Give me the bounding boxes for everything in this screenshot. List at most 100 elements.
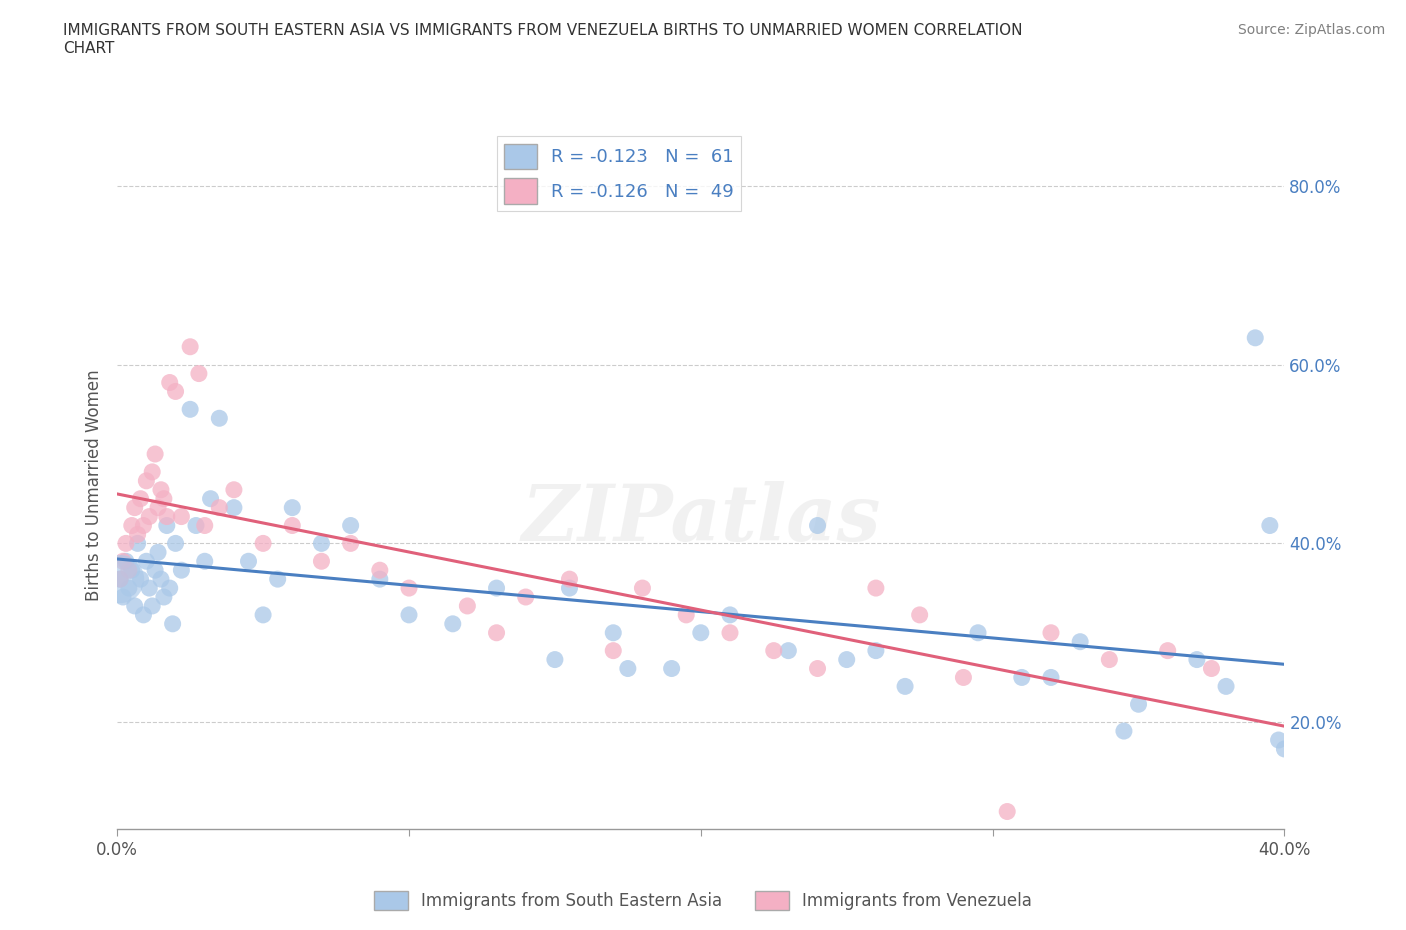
Point — [1201, 661, 1223, 676]
Point — [894, 679, 917, 694]
Point — [485, 625, 508, 640]
Point — [339, 518, 361, 533]
Point — [602, 644, 624, 658]
Point — [179, 339, 201, 354]
Point — [132, 607, 155, 622]
Point — [170, 563, 193, 578]
Point — [141, 464, 163, 479]
Y-axis label: Births to Unmarried Women: Births to Unmarried Women — [86, 369, 103, 601]
Point — [252, 536, 274, 551]
Point — [865, 644, 887, 658]
Point — [143, 563, 166, 578]
Point — [118, 563, 141, 578]
Point — [184, 518, 207, 533]
Point — [129, 491, 152, 506]
Point — [112, 590, 135, 604]
Point — [165, 536, 187, 551]
Point — [108, 572, 131, 587]
Point — [108, 572, 131, 587]
Point — [112, 554, 135, 569]
Point — [194, 518, 217, 533]
Point — [200, 491, 222, 506]
Point — [118, 580, 141, 595]
Text: ZIPatlas: ZIPatlas — [522, 482, 880, 558]
Point — [170, 509, 193, 524]
Point — [865, 580, 887, 595]
Point — [339, 536, 361, 551]
Point — [143, 446, 166, 461]
Point — [159, 580, 181, 595]
Point — [108, 572, 131, 587]
Point — [121, 563, 143, 578]
Point — [138, 509, 160, 524]
Point — [544, 652, 567, 667]
Point — [129, 572, 152, 587]
Point — [135, 554, 157, 569]
Point — [124, 599, 146, 614]
Point — [718, 607, 741, 622]
Point — [1258, 518, 1281, 533]
Point — [1274, 741, 1296, 756]
Point — [617, 661, 640, 676]
Text: Source: ZipAtlas.com: Source: ZipAtlas.com — [1237, 23, 1385, 37]
Point — [127, 536, 149, 551]
Point — [1039, 670, 1062, 684]
Point — [806, 661, 828, 676]
Point — [1157, 644, 1180, 658]
Point — [1069, 634, 1091, 649]
Point — [631, 580, 654, 595]
Point — [194, 554, 217, 569]
Point — [127, 527, 149, 542]
Legend: R = -0.123   N =  61, R = -0.126   N =  49: R = -0.123 N = 61, R = -0.126 N = 49 — [498, 137, 741, 211]
Point — [149, 483, 172, 498]
Point — [135, 473, 157, 488]
Text: IMMIGRANTS FROM SOUTH EASTERN ASIA VS IMMIGRANTS FROM VENEZUELA BIRTHS TO UNMARR: IMMIGRANTS FROM SOUTH EASTERN ASIA VS IM… — [63, 23, 1022, 56]
Point — [238, 554, 260, 569]
Point — [149, 572, 172, 587]
Point — [515, 590, 537, 604]
Point — [602, 625, 624, 640]
Point — [222, 500, 245, 515]
Point — [398, 607, 420, 622]
Point — [187, 366, 209, 381]
Point — [156, 518, 179, 533]
Point — [162, 617, 184, 631]
Legend: Immigrants from South Eastern Asia, Immigrants from Venezuela: Immigrants from South Eastern Asia, Immi… — [367, 884, 1039, 917]
Point — [281, 518, 304, 533]
Point — [806, 518, 828, 533]
Point — [835, 652, 858, 667]
Point — [124, 500, 146, 515]
Point — [1011, 670, 1033, 684]
Point — [689, 625, 711, 640]
Point — [115, 554, 138, 569]
Point — [456, 599, 478, 614]
Point — [441, 617, 464, 631]
Point — [311, 536, 333, 551]
Point — [908, 607, 931, 622]
Point — [1128, 697, 1150, 711]
Point — [165, 384, 187, 399]
Point — [952, 670, 974, 684]
Point — [368, 572, 391, 587]
Point — [675, 607, 697, 622]
Point — [153, 590, 176, 604]
Point — [208, 500, 231, 515]
Point — [146, 545, 169, 560]
Point — [558, 572, 581, 587]
Point — [995, 804, 1018, 819]
Point — [252, 607, 274, 622]
Point — [138, 580, 160, 595]
Point — [1267, 733, 1289, 748]
Point — [1215, 679, 1237, 694]
Point — [1185, 652, 1208, 667]
Point — [778, 644, 800, 658]
Point — [661, 661, 683, 676]
Point — [718, 625, 741, 640]
Point — [558, 580, 581, 595]
Point — [208, 411, 231, 426]
Point — [156, 509, 179, 524]
Point — [153, 491, 176, 506]
Point — [179, 402, 201, 417]
Point — [368, 563, 391, 578]
Point — [115, 536, 138, 551]
